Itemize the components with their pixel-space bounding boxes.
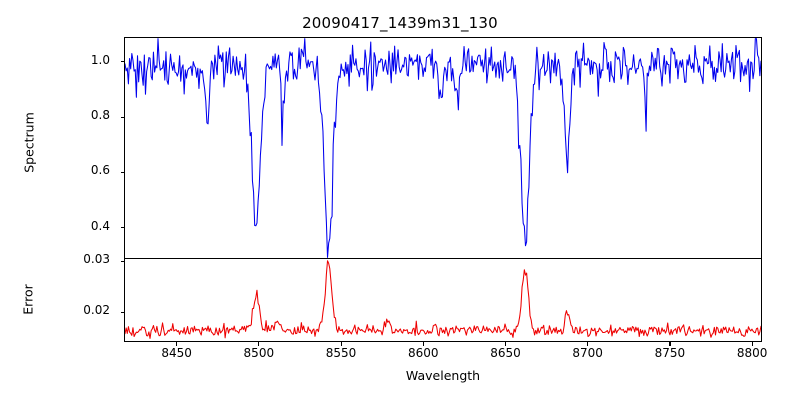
x-tick-label: 8600 — [407, 346, 439, 360]
y-tick-mark — [120, 260, 124, 262]
spectrum-y-axis-label: Spectrum — [21, 112, 37, 173]
y-tick-label: 0.6 — [90, 163, 110, 178]
y-tick-mark — [120, 227, 124, 229]
spectrum-line — [125, 39, 761, 258]
x-tick-label: 8750 — [654, 346, 686, 360]
x-tick-mark — [669, 342, 671, 346]
figure-title: 20090417_1439m31_130 — [302, 14, 498, 32]
x-axis-label: Wavelength — [405, 368, 481, 383]
y-tick-label: 0.03 — [83, 252, 110, 267]
y-tick-mark — [120, 171, 124, 173]
spectrum-plot-area — [125, 38, 761, 258]
x-tick-mark — [751, 342, 753, 346]
x-tick-mark — [258, 342, 260, 346]
y-tick-mark — [120, 311, 124, 313]
error-plot-area — [125, 259, 761, 341]
error-line — [125, 261, 761, 339]
x-tick-label: 8500 — [243, 346, 275, 360]
x-tick-mark — [340, 342, 342, 346]
y-tick-mark — [120, 61, 124, 63]
x-tick-label: 8700 — [572, 346, 603, 360]
y-tick-label: 0.02 — [83, 303, 110, 318]
error-y-axis-label: Error — [20, 284, 36, 315]
x-tick-mark — [504, 342, 507, 346]
x-tick-label: 8800 — [736, 346, 768, 360]
y-tick-label: 0.4 — [90, 218, 110, 233]
x-tick-mark — [587, 342, 589, 346]
spectrum-panel — [124, 37, 762, 258]
x-tick-mark — [176, 342, 178, 346]
error-panel — [124, 258, 762, 342]
x-tick-label: 8650 — [490, 346, 521, 360]
x-tick-label: 8450 — [161, 346, 192, 360]
x-tick-mark — [422, 342, 424, 346]
y-tick-label: 1.0 — [90, 52, 110, 67]
x-tick-label: 8550 — [325, 346, 357, 360]
y-tick-label: 0.8 — [90, 108, 110, 123]
y-tick-mark — [120, 116, 124, 118]
